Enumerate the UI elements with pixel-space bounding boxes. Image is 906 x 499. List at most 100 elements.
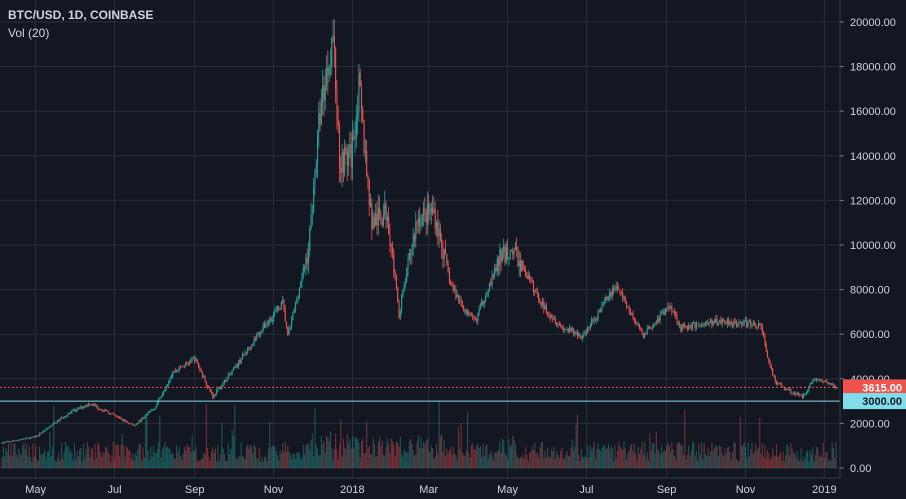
candle-body[interactable] xyxy=(561,325,563,328)
candle-body[interactable] xyxy=(694,322,696,329)
candle-body[interactable] xyxy=(517,249,519,267)
candle-body[interactable] xyxy=(626,301,628,307)
candle-body[interactable] xyxy=(750,320,752,326)
candle-body[interactable] xyxy=(668,306,670,308)
candle-body[interactable] xyxy=(314,171,316,187)
candle-body[interactable] xyxy=(71,410,73,413)
candle-body[interactable] xyxy=(301,274,303,283)
candle-body[interactable] xyxy=(142,417,144,419)
candle-body[interactable] xyxy=(622,292,624,299)
candle-body[interactable] xyxy=(340,167,342,174)
candle-body[interactable] xyxy=(770,365,772,369)
candle-body[interactable] xyxy=(769,362,771,366)
candle-body[interactable] xyxy=(115,415,117,417)
candle-body[interactable] xyxy=(487,290,489,296)
candle-body[interactable] xyxy=(496,259,498,272)
candle-body[interactable] xyxy=(651,327,653,329)
candle-body[interactable] xyxy=(238,360,240,367)
candle-body[interactable] xyxy=(75,409,77,411)
candle-body[interactable] xyxy=(245,352,247,354)
candle-body[interactable] xyxy=(258,332,260,335)
candle-body[interactable] xyxy=(589,325,591,328)
candle-body[interactable] xyxy=(507,247,509,260)
candle-body[interactable] xyxy=(796,393,798,394)
candle-body[interactable] xyxy=(560,325,562,326)
candle-body[interactable] xyxy=(382,214,385,225)
candle-body[interactable] xyxy=(580,337,582,339)
candle-body[interactable] xyxy=(108,412,110,415)
candle-body[interactable] xyxy=(260,333,262,335)
candle-body[interactable] xyxy=(120,417,122,420)
candle-body[interactable] xyxy=(265,325,267,328)
candle-body[interactable] xyxy=(751,323,753,326)
candle-body[interactable] xyxy=(671,305,673,312)
candle-body[interactable] xyxy=(609,291,611,298)
candle-body[interactable] xyxy=(362,109,364,121)
candle-body[interactable] xyxy=(631,313,633,315)
candle-body[interactable] xyxy=(637,324,639,326)
candle-body[interactable] xyxy=(348,153,350,166)
candle-body[interactable] xyxy=(809,383,811,387)
candle-body[interactable] xyxy=(587,327,589,333)
candle-body[interactable] xyxy=(613,288,615,291)
candle-body[interactable] xyxy=(551,317,553,318)
candle-body[interactable] xyxy=(247,347,249,353)
candle-body[interactable] xyxy=(583,333,585,335)
candle-body[interactable] xyxy=(423,208,425,215)
candle-body[interactable] xyxy=(293,309,295,313)
candle-body[interactable] xyxy=(394,272,396,276)
candle-body[interactable] xyxy=(185,362,187,367)
candle-body[interactable] xyxy=(512,250,514,255)
candle-body[interactable] xyxy=(834,384,836,389)
candle-body[interactable] xyxy=(825,380,827,382)
candle-body[interactable] xyxy=(346,149,348,166)
candle-body[interactable] xyxy=(831,382,833,386)
candle-body[interactable] xyxy=(22,438,24,440)
candle-body[interactable] xyxy=(619,289,621,292)
candle-body[interactable] xyxy=(148,411,151,413)
candle-body[interactable] xyxy=(292,312,294,318)
candle-body[interactable] xyxy=(476,319,478,321)
candle-body[interactable] xyxy=(654,323,656,325)
candle-body[interactable] xyxy=(503,246,505,253)
candle-body[interactable] xyxy=(388,217,390,234)
candle-body[interactable] xyxy=(271,319,273,322)
candle-body[interactable] xyxy=(761,326,763,332)
candle-body[interactable] xyxy=(452,286,454,290)
candle-body[interactable] xyxy=(88,403,90,406)
candle-body[interactable] xyxy=(313,186,315,214)
candle-body[interactable] xyxy=(147,412,149,415)
candle-body[interactable] xyxy=(569,327,571,332)
candle-body[interactable] xyxy=(645,334,647,336)
candle-body[interactable] xyxy=(756,327,758,329)
candle-body[interactable] xyxy=(430,208,432,213)
candle-body[interactable] xyxy=(826,380,828,383)
candle-body[interactable] xyxy=(549,315,551,318)
candle-body[interactable] xyxy=(367,176,369,181)
candle-body[interactable] xyxy=(203,375,205,378)
candle-body[interactable] xyxy=(32,436,34,438)
candle-body[interactable] xyxy=(548,314,550,316)
candle-body[interactable] xyxy=(4,442,6,443)
candle-body[interactable] xyxy=(710,319,712,323)
candle-body[interactable] xyxy=(832,384,835,386)
candle-body[interactable] xyxy=(434,208,436,229)
candle-body[interactable] xyxy=(715,319,717,323)
candle-body[interactable] xyxy=(300,282,302,288)
candle-body[interactable] xyxy=(817,378,819,380)
candle-body[interactable] xyxy=(620,291,622,293)
candle-body[interactable] xyxy=(529,275,531,280)
candle-body[interactable] xyxy=(716,319,718,326)
candle-body[interactable] xyxy=(562,327,564,331)
candle-body[interactable] xyxy=(819,379,822,381)
candle-body[interactable] xyxy=(438,228,440,237)
candle-body[interactable] xyxy=(234,367,236,368)
candle-body[interactable] xyxy=(791,393,793,394)
candle-body[interactable] xyxy=(173,370,175,373)
candle-body[interactable] xyxy=(672,311,674,313)
candle-body[interactable] xyxy=(752,322,754,324)
candle-body[interactable] xyxy=(113,414,116,416)
candle-body[interactable] xyxy=(99,409,101,410)
candle-body[interactable] xyxy=(406,268,408,282)
candle-body[interactable] xyxy=(161,393,163,397)
